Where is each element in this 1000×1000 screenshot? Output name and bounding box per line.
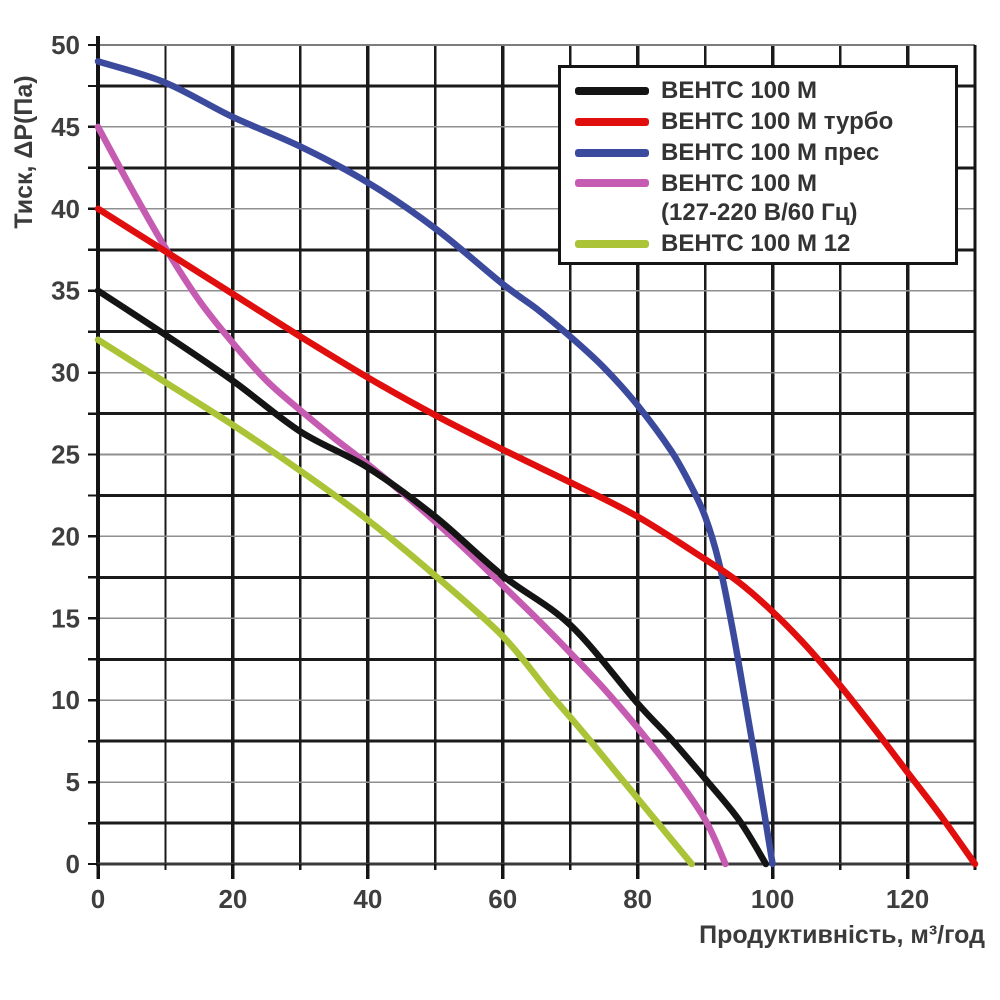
legend-item-vents-100-m-turbo: ВЕНТС 100 М турбо (575, 108, 949, 136)
y-axis-title: Тиск, ΔР(Па) (10, 75, 38, 228)
y-tick-label-15: 15 (51, 603, 80, 633)
legend-item-vents-100-m: ВЕНТС 100 М (575, 77, 949, 105)
y-tick-label-45: 45 (51, 112, 80, 142)
legend: ВЕНТС 100 М ВЕНТС 100 М турбо ВЕНТС 100 М … (558, 65, 958, 265)
x-tick-label-80: 80 (623, 884, 652, 914)
y-tick-label-50: 50 (51, 30, 80, 60)
curves-layer (94, 58, 979, 868)
legend-label-vents-100-m-turbo: ВЕНТС 100 М турбо (661, 108, 894, 136)
x-tick-label-100: 100 (751, 884, 794, 914)
curve-vents-100-m-pres (94, 58, 776, 868)
legend-item-vents-100-m-12: ВЕНТС 100 М 12 (575, 230, 949, 258)
x-tick-label-40: 40 (353, 884, 382, 914)
y-tick-label-30: 30 (51, 358, 80, 388)
y-tick-label-10: 10 (51, 685, 80, 715)
x-tick-label-120: 120 (886, 884, 929, 914)
legend-label-vents-100-m-12: ВЕНТС 100 М 12 (661, 230, 851, 258)
legend-item-vents-100-m-127-220: ВЕНТС 100 М (575, 169, 949, 197)
legend-label-vents-100-m: ВЕНТС 100 М (661, 77, 818, 105)
legend-label-vents-100-m-pres: ВЕНТС 100 М прес (661, 139, 880, 166)
curve-vents-100-m (94, 287, 770, 868)
legend-label2-vents-100-m-127-220: (127-220 В/60 Гц) (661, 199, 858, 227)
legend-swatch-vents-100-m-pres (575, 148, 649, 157)
legend-label-vents-100-m-127-220: ВЕНТС 100 М (661, 169, 818, 197)
curve-vents-100-m-turbo (94, 205, 979, 868)
y-tick-label-35: 35 (51, 276, 80, 306)
x-tick-label-0: 0 (91, 884, 105, 914)
legend-item-vents-100-m-pres: ВЕНТС 100 М прес (575, 139, 949, 167)
y-tick-label-25: 25 (51, 440, 80, 470)
curve-vents-100-m-12 (94, 336, 695, 868)
legend-swatch-vents-100-m-turbo (575, 117, 649, 126)
legend-swatch-vents-100-m (575, 87, 649, 95)
x-tick-label-20: 20 (218, 884, 247, 914)
y-tick-label-40: 40 (51, 194, 80, 224)
x-axis-title: Продуктивність, м³/год (699, 921, 985, 949)
y-tick-label-0: 0 (66, 849, 80, 879)
legend-swatch-vents-100-m-12 (575, 239, 649, 248)
x-tick-label-60: 60 (488, 884, 517, 914)
axis-layer: 0 20 40 60 80 100 120 0 5 10 15 20 25 30 35 40 45 50 (51, 30, 977, 914)
y-tick-label-5: 5 (66, 767, 80, 797)
y-tick-label-20: 20 (51, 521, 80, 551)
legend-swatch-vents-100-m-127-220 (575, 179, 649, 188)
